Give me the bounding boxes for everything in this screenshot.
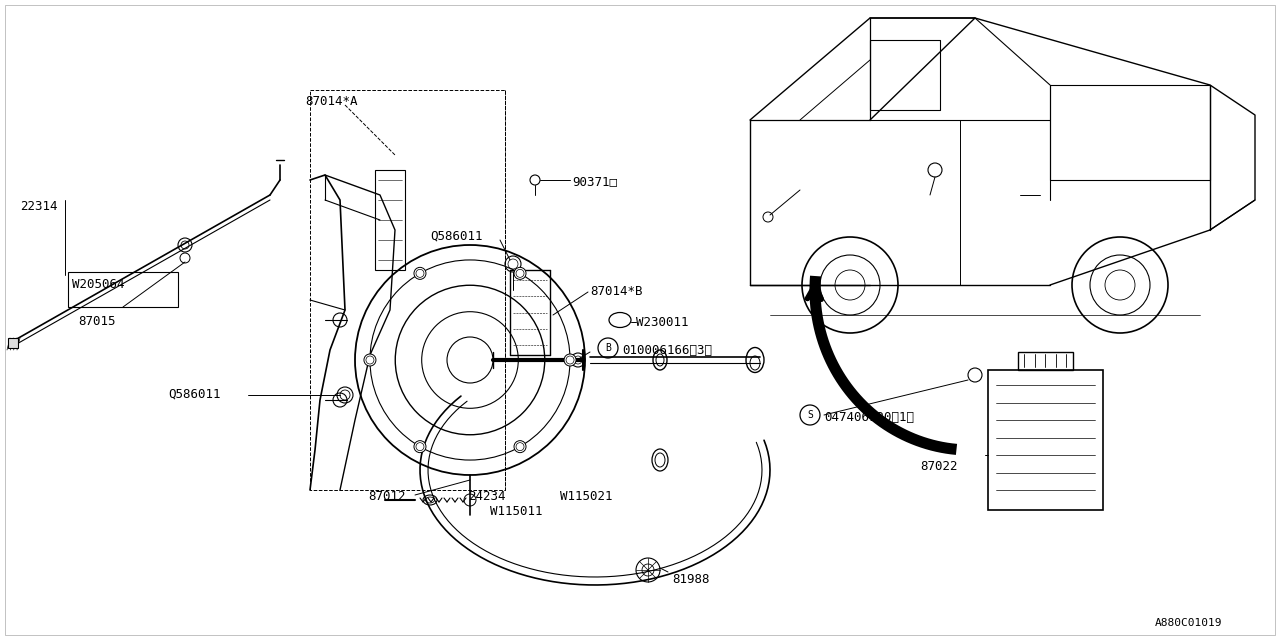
Bar [988, 370, 1103, 510]
Text: 047406120（1）: 047406120（1） [824, 411, 914, 424]
Text: W115021: W115021 [561, 490, 613, 503]
Bar [8, 338, 18, 348]
Text: 87014*B: 87014*B [590, 285, 643, 298]
Text: 010006166（3）: 010006166（3） [622, 344, 712, 357]
Bar [375, 170, 404, 270]
Bar [68, 272, 178, 307]
Text: 24234: 24234 [468, 490, 506, 503]
Text: 87022: 87022 [920, 460, 957, 473]
Text: B: B [605, 343, 611, 353]
Text: W205064: W205064 [72, 278, 124, 291]
Text: W230011: W230011 [636, 316, 689, 329]
Circle shape [515, 268, 526, 279]
Text: 81988: 81988 [672, 573, 709, 586]
Circle shape [364, 354, 376, 366]
Text: 87012: 87012 [369, 490, 406, 503]
Text: 90371□: 90371□ [572, 175, 617, 188]
Text: 87015: 87015 [78, 315, 115, 328]
Text: A880C01019: A880C01019 [1155, 618, 1222, 628]
Bar [310, 90, 506, 490]
Circle shape [413, 441, 426, 452]
Text: W115011: W115011 [490, 505, 543, 518]
Circle shape [515, 441, 526, 452]
Bar [1018, 352, 1073, 370]
Circle shape [564, 354, 576, 366]
Text: S: S [808, 410, 813, 420]
Circle shape [413, 268, 426, 279]
Text: 87014*A: 87014*A [305, 95, 357, 108]
Text: 22314: 22314 [20, 200, 58, 213]
Text: Q586011: Q586011 [168, 388, 220, 401]
Text: Q586011: Q586011 [430, 230, 483, 243]
